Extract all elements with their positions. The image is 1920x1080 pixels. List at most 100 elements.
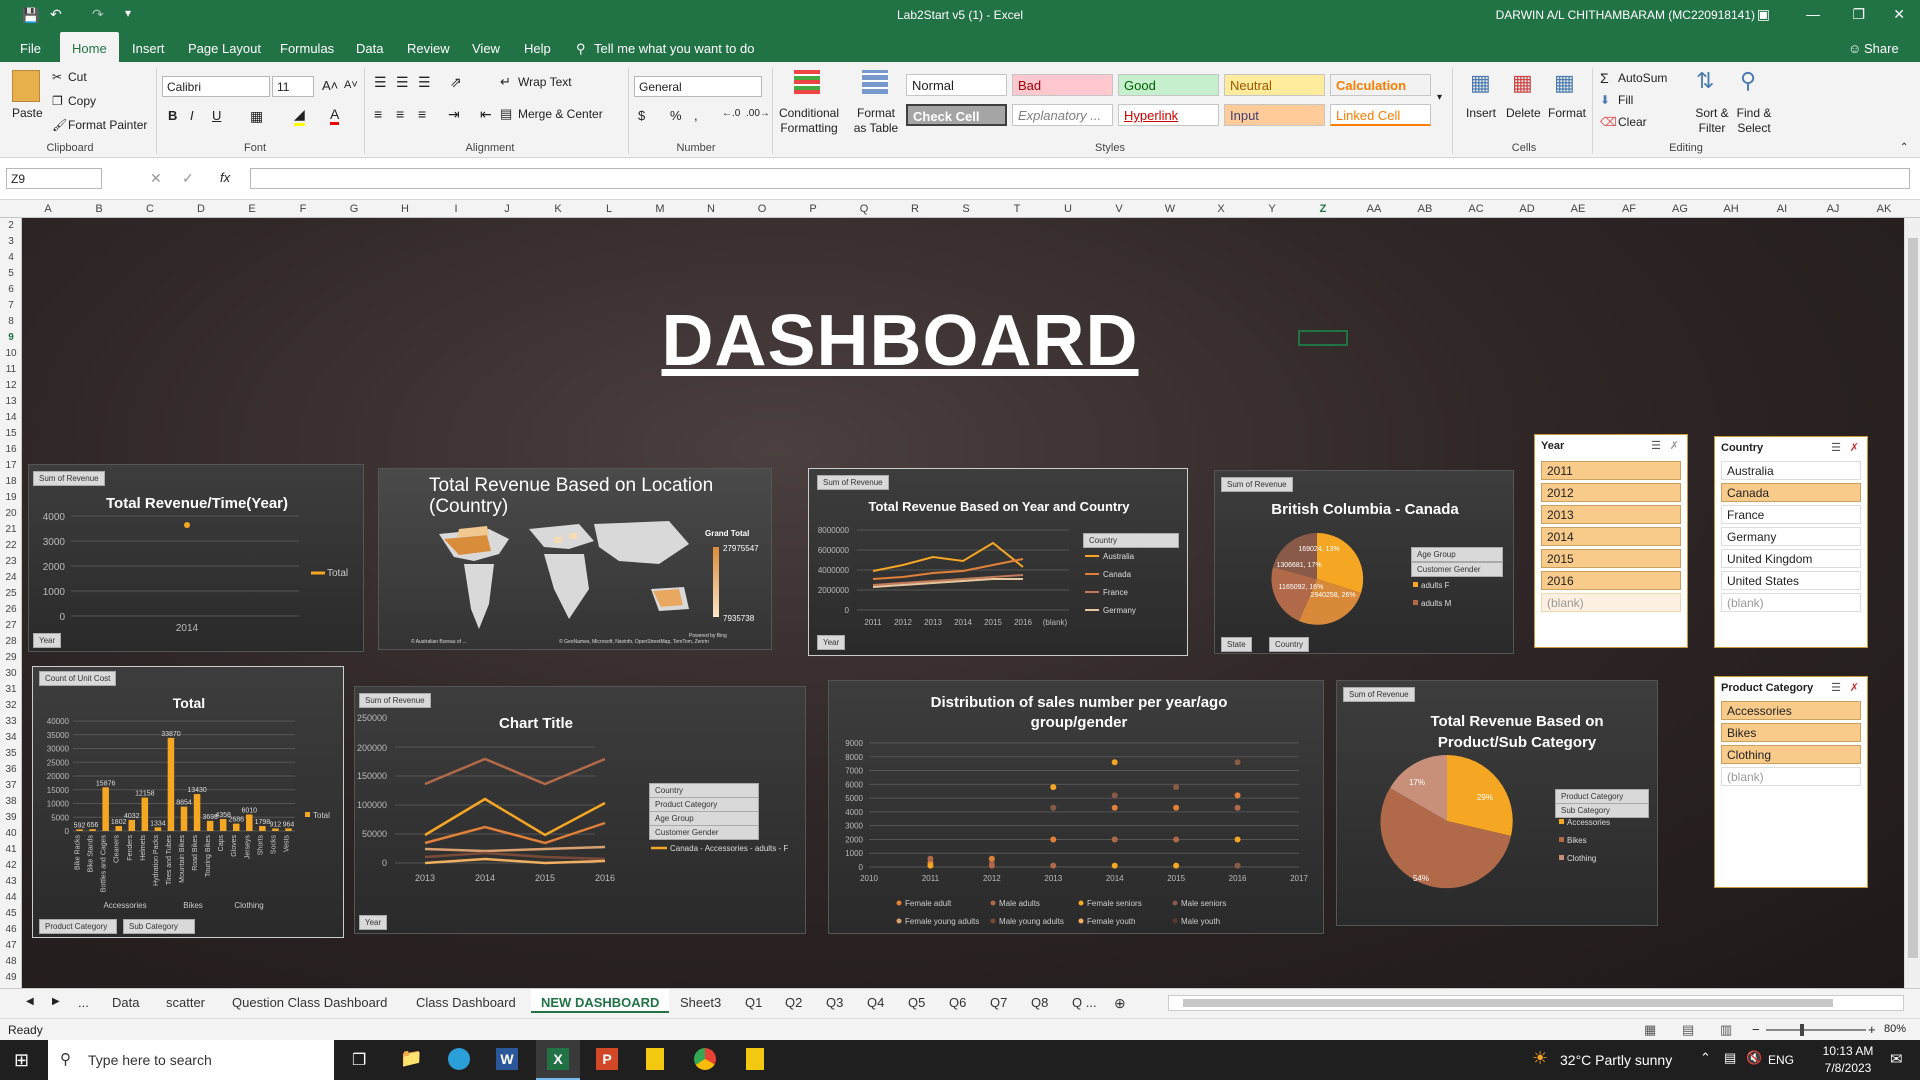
row-header[interactable]: 43 — [5, 876, 17, 887]
zoom-level[interactable]: 80% — [1884, 1023, 1907, 1035]
restore-icon[interactable]: ❐ — [1852, 6, 1865, 22]
close-icon[interactable]: ✕ — [1893, 6, 1905, 22]
column-header[interactable]: AC — [1468, 203, 1484, 215]
menu-home[interactable]: Home — [60, 32, 119, 62]
slicer-item-2012[interactable]: 2012 — [1541, 483, 1681, 502]
chart-field-pill[interactable]: Sum of Revenue — [33, 471, 105, 486]
column-header[interactable]: AI — [1776, 203, 1788, 215]
row-header[interactable]: 3 — [8, 236, 14, 247]
tab-q3[interactable]: Q3 — [826, 995, 844, 1010]
tab-data[interactable]: Data — [112, 995, 140, 1010]
taskbar-search[interactable]: ⚲ Type here to search — [48, 1040, 334, 1080]
column-header[interactable]: W — [1164, 203, 1176, 215]
row-header[interactable]: 30 — [5, 668, 17, 679]
column-header[interactable]: T — [1013, 203, 1021, 215]
chart-field-pill[interactable]: Sum of Revenue — [817, 475, 889, 490]
font-size-select[interactable]: 11 — [272, 76, 314, 97]
row-header[interactable]: 35 — [5, 748, 17, 759]
column-header[interactable]: F — [299, 203, 307, 215]
increase-decimal-icon[interactable]: ←.0 — [722, 108, 741, 119]
save-icon[interactable]: 💾 — [22, 7, 40, 23]
add-sheet-icon[interactable]: ⊕ — [1114, 995, 1126, 1011]
slicer-item-blank[interactable]: (blank) — [1721, 767, 1861, 786]
menu-file[interactable]: File — [20, 41, 41, 56]
row-header[interactable]: 32 — [5, 700, 17, 711]
edge-icon[interactable] — [448, 1048, 470, 1070]
slicer-item-germany[interactable]: Germany — [1721, 527, 1861, 546]
slicer-item-france[interactable]: France — [1721, 505, 1861, 524]
weather-text[interactable]: 32°C Partly sunny — [1560, 1052, 1673, 1068]
row-header[interactable]: 21 — [5, 524, 17, 535]
align-top-icon[interactable]: ☰ — [374, 74, 387, 90]
menu-data[interactable]: Data — [356, 41, 384, 56]
slicer-item-2015[interactable]: 2015 — [1541, 549, 1681, 568]
country-filter-button[interactable]: Country — [1083, 533, 1179, 548]
product-category-slicer[interactable]: Product Category ☰ ✗ Accessories Bikes C… — [1714, 676, 1868, 888]
align-right-icon[interactable]: ≡ — [418, 106, 427, 122]
column-header[interactable]: E — [248, 203, 256, 215]
column-header[interactable]: Z — [1319, 203, 1327, 215]
chart-product-category[interactable]: Sum of Revenue Total Revenue Based on Pr… — [1336, 680, 1658, 926]
row-header[interactable]: 27 — [5, 620, 17, 631]
delete-button[interactable]: Delete — [1506, 106, 1541, 120]
format-button[interactable]: Format — [1548, 106, 1587, 120]
clear-filter-icon[interactable]: ✗ — [1669, 440, 1679, 452]
column-header[interactable]: H — [401, 203, 409, 215]
slicer-item-united-states[interactable]: United States — [1721, 571, 1861, 590]
column-header[interactable]: M — [655, 203, 665, 215]
tab-scatter[interactable]: scatter — [166, 995, 206, 1010]
name-box[interactable]: Z9 — [6, 168, 102, 189]
borders-icon[interactable]: ▦ — [250, 108, 264, 124]
menu-insert[interactable]: Insert — [132, 41, 165, 56]
column-header[interactable]: AG — [1672, 203, 1688, 215]
orientation-icon[interactable]: ⇗ — [450, 74, 462, 90]
slicer-item-2014[interactable]: 2014 — [1541, 527, 1681, 546]
align-bottom-icon[interactable]: ☰ — [418, 74, 431, 90]
align-left-icon[interactable]: ≡ — [374, 106, 383, 122]
share-button[interactable]: Share — [1864, 41, 1899, 56]
task-view-icon[interactable]: ❐ — [352, 1052, 367, 1069]
formula-input[interactable] — [250, 168, 1910, 189]
slicer-item-blank[interactable]: (blank) — [1541, 593, 1681, 612]
year-filter-button[interactable]: Year — [33, 633, 62, 648]
menu-review[interactable]: Review — [407, 41, 450, 56]
column-header[interactable]: AH — [1723, 203, 1739, 215]
user-name[interactable]: DARWIN A/L CHITHAMBARAM (MC220918141) — [1495, 8, 1755, 22]
undo-icon[interactable]: ↶ — [50, 6, 62, 22]
zoom-slider-thumb[interactable] — [1800, 1024, 1804, 1036]
tab-q1[interactable]: Q1 — [745, 995, 763, 1010]
row-header[interactable]: 18 — [5, 476, 17, 487]
merge-center-button[interactable]: Merge & Center — [518, 107, 603, 121]
chart-unit-cost-count[interactable]: Count of Unit Cost Total 592 656 15876 1802… — [32, 666, 344, 938]
autosum-button[interactable]: AutoSum — [1618, 71, 1668, 85]
column-header[interactable]: I — [454, 203, 458, 215]
prev-sheet-icon[interactable]: ◀ — [26, 996, 34, 1007]
row-header[interactable]: 23 — [5, 556, 17, 567]
column-header[interactable]: AE — [1570, 203, 1586, 215]
row-header[interactable]: 47 — [5, 940, 17, 951]
column-header[interactable]: G — [349, 203, 359, 215]
slicer-item-2016[interactable]: 2016 — [1541, 571, 1681, 590]
column-header[interactable]: J — [504, 203, 510, 215]
word-icon[interactable]: W — [496, 1048, 518, 1070]
style-neutral[interactable]: Neutral — [1224, 74, 1325, 96]
insert-function-icon[interactable]: fx — [220, 170, 231, 185]
align-center-icon[interactable]: ≡ — [396, 106, 405, 122]
row-header[interactable]: 12 — [5, 380, 17, 391]
slicer-item-united-kingdom[interactable]: United Kingdom — [1721, 549, 1861, 568]
multi-select-icon[interactable]: ☰ — [1831, 442, 1841, 454]
column-header[interactable]: P — [809, 203, 817, 215]
style-linked-cell[interactable]: Linked Cell — [1330, 104, 1431, 126]
chart-sales-distribution[interactable]: Distribution of sales number per year/ag… — [828, 680, 1324, 934]
format-as-table-icon[interactable] — [862, 70, 888, 94]
number-format-select[interactable]: General — [634, 76, 762, 97]
column-header[interactable]: C — [146, 203, 154, 215]
page-break-view-icon[interactable]: ▥ — [1720, 1022, 1733, 1037]
bold-icon[interactable]: B — [168, 108, 178, 123]
cut-button[interactable]: Cut — [68, 70, 87, 84]
chart-revenue-year-country[interactable]: Sum of Revenue Total Revenue Based on Ye… — [808, 468, 1188, 656]
row-header[interactable]: 7 — [8, 300, 14, 311]
font-name-select[interactable]: Calibri — [162, 76, 270, 97]
row-header[interactable]: 49 — [5, 972, 17, 983]
row-header[interactable]: 29 — [5, 652, 17, 663]
